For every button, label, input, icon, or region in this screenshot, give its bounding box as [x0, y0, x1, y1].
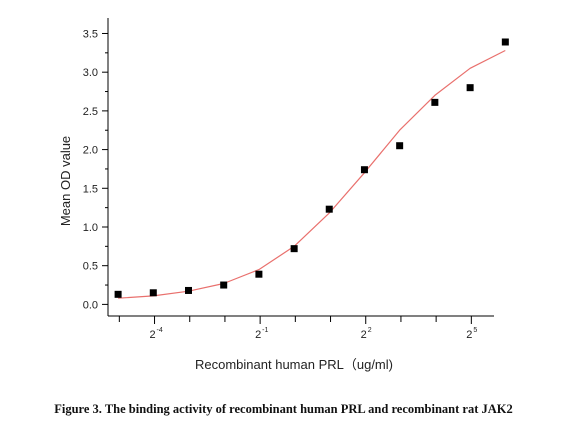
x-axis-title: Recombinant human PRL（ug/ml)	[195, 357, 393, 372]
data-point	[184, 286, 192, 294]
x-axis: 2 -4 2 -1 2 2 2 5	[108, 315, 494, 341]
y-tick-label: 2.0	[83, 145, 98, 157]
y-tick-label: 0.0	[83, 299, 98, 311]
x-tick-exponent: -4	[157, 327, 163, 334]
x-tick-label: 2	[361, 329, 367, 341]
y-tick-label: 3.0	[83, 67, 98, 79]
x-tick-exponent: 5	[473, 327, 477, 334]
x-tick-label: 2	[255, 329, 261, 341]
y-tick-label: 2.5	[83, 106, 98, 118]
data-point	[396, 142, 404, 150]
figure-caption: Figure 3. The binding activity of recomb…	[54, 402, 513, 416]
data-point	[220, 281, 228, 289]
data-point	[325, 205, 333, 213]
plot-area	[114, 38, 509, 299]
data-point	[290, 245, 298, 253]
y-tick-label: 3.5	[83, 28, 98, 40]
y-axis-title: Mean OD value	[58, 136, 73, 226]
data-point	[149, 289, 157, 297]
data-point	[466, 84, 474, 92]
x-tick-label: 2	[149, 329, 155, 341]
x-tick-exponent: -1	[262, 327, 268, 334]
data-point	[501, 38, 509, 46]
fit-curve	[118, 49, 506, 299]
data-point	[431, 98, 439, 106]
y-axis: 0.0 0.5 1.0 1.5 2.0 2.5 3.0 3.5	[83, 18, 109, 316]
y-tick-label: 1.5	[83, 183, 98, 195]
x-tick-label: 2	[466, 329, 472, 341]
data-point	[114, 290, 122, 298]
x-tick-exponent: 2	[368, 327, 372, 334]
y-tick-label: 1.0	[83, 222, 98, 234]
data-point	[255, 270, 263, 278]
data-point	[360, 166, 368, 174]
y-tick-label: 0.5	[83, 261, 98, 273]
